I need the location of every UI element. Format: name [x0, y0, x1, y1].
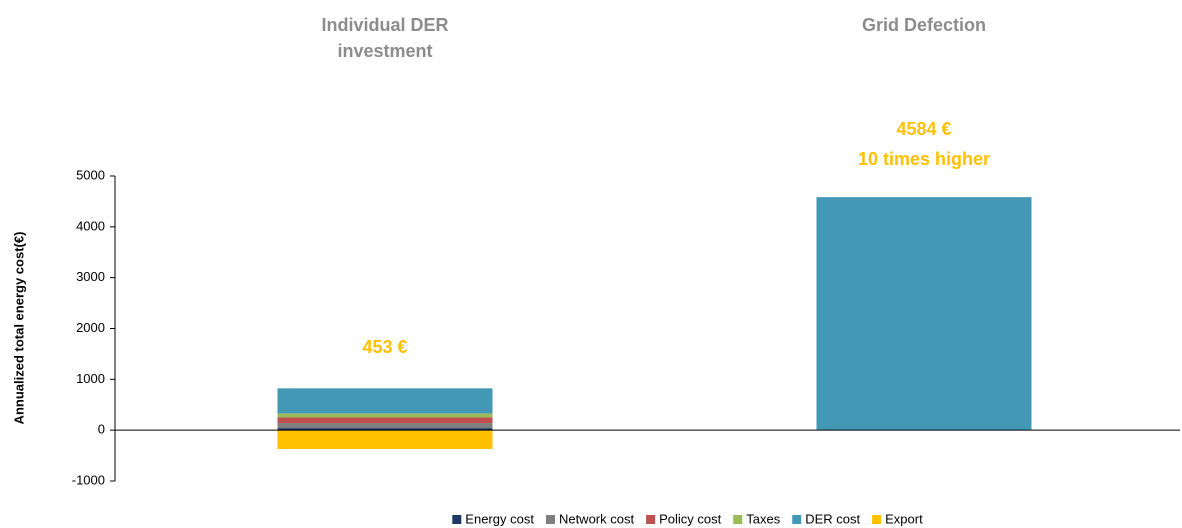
category-label: Individual DER investment: [321, 15, 449, 61]
y-tick-label: 4000: [76, 218, 105, 233]
bar-segment: [277, 430, 493, 449]
y-tick-label: 0: [98, 422, 105, 437]
legend-swatch: [452, 515, 462, 524]
legend-swatch: [646, 515, 656, 524]
legend-label: Export: [885, 511, 923, 526]
category-label: Grid Defection: [861, 15, 986, 35]
bar-segment: [277, 388, 493, 414]
bar-segment: [816, 197, 1032, 431]
y-tick-label: 5000: [76, 167, 105, 182]
bar-segment: [277, 417, 493, 424]
annotation: 10 times higher: [858, 149, 990, 169]
y-tick-label: 1000: [76, 371, 105, 386]
y-axis-label: Annualized total energy cost(€): [11, 232, 26, 425]
bar-segment: [277, 428, 493, 431]
legend-label: DER cost: [805, 511, 860, 526]
bar-segment: [277, 423, 493, 429]
legend-swatch: [872, 515, 882, 524]
legend-label: Energy cost: [465, 511, 534, 526]
legend-label: Taxes: [746, 511, 780, 526]
legend-label: Network cost: [559, 511, 635, 526]
legend-label: Policy cost: [659, 511, 722, 526]
annotation: 4584 €: [896, 119, 951, 139]
y-tick-label: 3000: [76, 269, 105, 284]
legend-swatch: [545, 515, 555, 524]
bar-segment: [277, 413, 493, 418]
legend-swatch: [733, 515, 743, 524]
annotation: 453 €: [362, 337, 407, 357]
legend-swatch: [792, 515, 802, 524]
y-tick-label: -1000: [72, 472, 105, 487]
y-tick-label: 2000: [76, 320, 105, 335]
